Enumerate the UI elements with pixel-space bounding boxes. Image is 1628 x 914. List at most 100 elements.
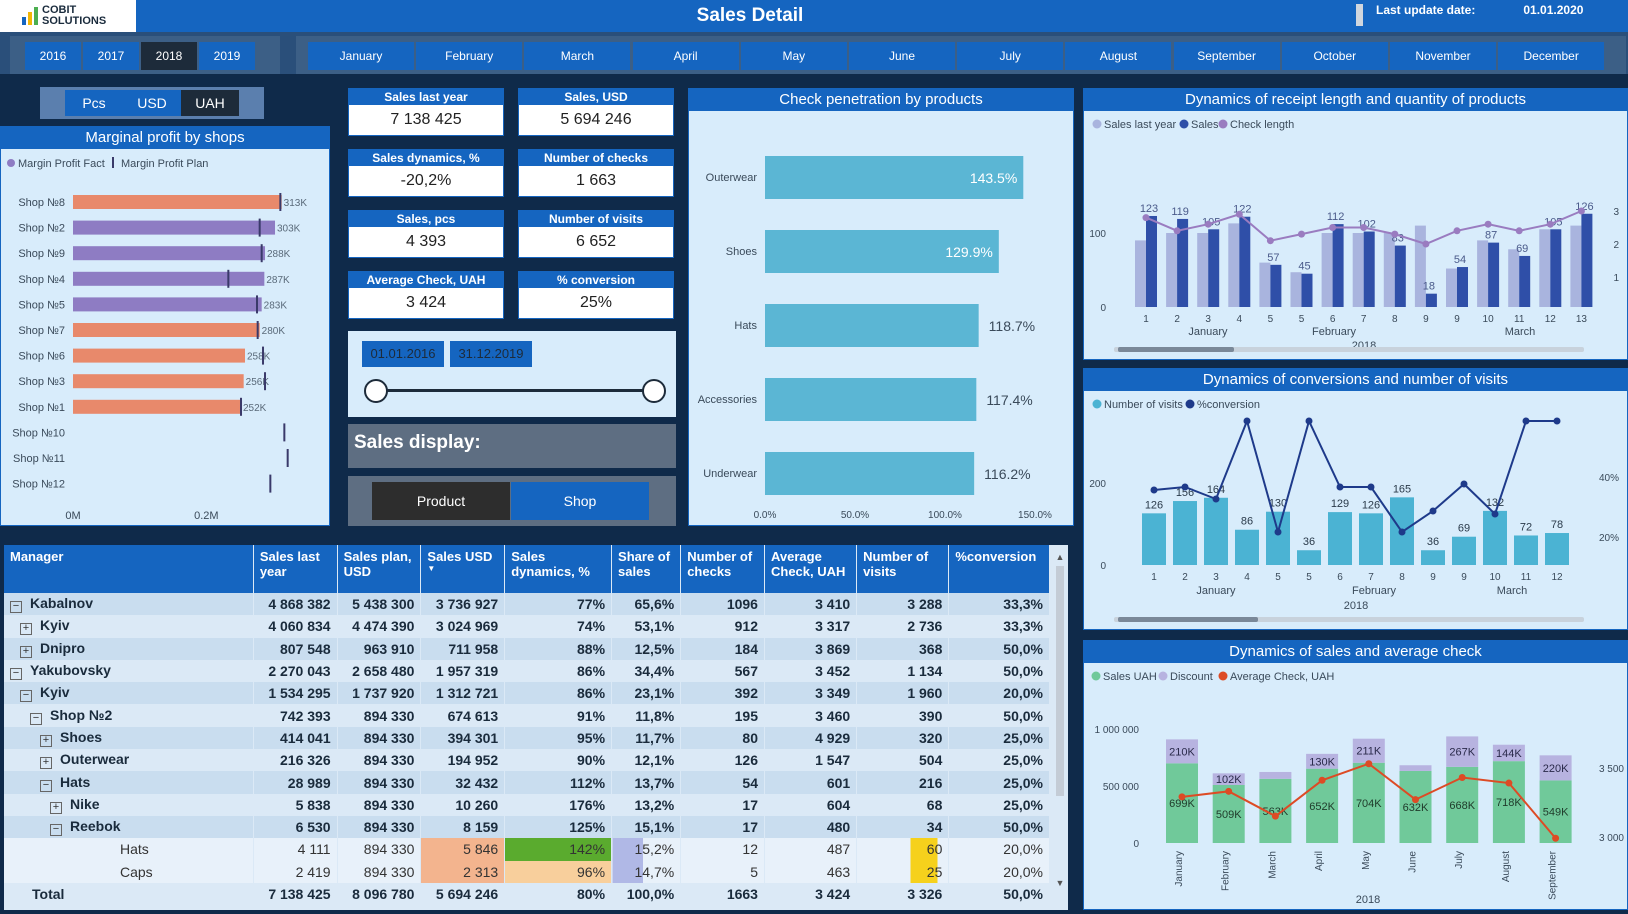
month-button-october[interactable]: October bbox=[1281, 42, 1388, 70]
expand-icon[interactable]: + bbox=[50, 801, 62, 814]
plan-marker bbox=[286, 449, 289, 467]
date-start-input[interactable]: 01.01.2016 bbox=[362, 341, 444, 367]
column-header[interactable]: Sales dynamics, % bbox=[504, 545, 613, 593]
y2-tick-label: 3 500 bbox=[1599, 764, 1624, 775]
month-button-february[interactable]: February bbox=[416, 42, 523, 70]
row-label[interactable]: − Reebok bbox=[4, 815, 254, 839]
table-row[interactable]: − Hats 28 989 894 330 32 432 112% 13,7% 54 601 21… bbox=[4, 771, 1050, 794]
table-row[interactable]: + Kyiv 4 060 834 4 474 390 3 024 969 74% 53,1%… bbox=[4, 615, 1050, 638]
scroll-thumb[interactable] bbox=[1056, 566, 1064, 796]
date-slider-end-handle[interactable] bbox=[642, 379, 666, 403]
unit-button-usd[interactable]: USD bbox=[123, 90, 181, 116]
kpi-label: Number of checks bbox=[519, 150, 673, 166]
month-button-december[interactable]: December bbox=[1498, 42, 1605, 70]
month-button-june[interactable]: June bbox=[849, 42, 955, 70]
table-row[interactable]: + Outerwear 216 326 894 330 194 952 90% 12,1% 1… bbox=[4, 749, 1050, 772]
sales-bar bbox=[1581, 213, 1593, 307]
column-header[interactable]: Number of visits bbox=[856, 545, 950, 593]
column-header[interactable]: Sales USD ▼ bbox=[420, 545, 506, 593]
column-header[interactable]: %conversion bbox=[948, 545, 1050, 593]
x-tick-label: 0M bbox=[65, 510, 80, 522]
expand-icon[interactable]: + bbox=[20, 645, 32, 658]
table-scrollbar[interactable]: ▲ ▼ bbox=[1054, 552, 1066, 892]
scroll-up-icon[interactable]: ▲ bbox=[1055, 552, 1065, 562]
date-slider-start-handle[interactable] bbox=[364, 379, 388, 403]
month-button-may[interactable]: May bbox=[740, 42, 847, 70]
sales-bar bbox=[1208, 229, 1220, 307]
row-label[interactable]: − Kabalnov bbox=[4, 593, 254, 616]
collapse-icon[interactable]: − bbox=[10, 668, 22, 681]
table-row[interactable]: − Kyiv 1 534 295 1 737 920 1 312 721 86% 23,1%… bbox=[4, 682, 1050, 705]
shop-button[interactable]: Shop bbox=[511, 482, 649, 520]
sort-desc-icon[interactable]: ▼ bbox=[427, 564, 436, 573]
collapse-icon[interactable]: − bbox=[50, 824, 62, 837]
table-cell: 674 613 bbox=[420, 704, 506, 727]
year-button-2017[interactable]: 2017 bbox=[83, 42, 139, 70]
year-button-2016[interactable]: 2016 bbox=[25, 42, 81, 70]
sales-avg-check-title: Dynamics of sales and average check bbox=[1084, 641, 1627, 663]
table-row[interactable]: − Kabalnov 4 868 382 5 438 300 3 736 927 77% 6… bbox=[4, 593, 1050, 616]
column-header[interactable]: Manager bbox=[4, 545, 254, 593]
collapse-icon[interactable]: − bbox=[40, 779, 52, 792]
scroll-down-icon[interactable]: ▼ bbox=[1055, 878, 1065, 888]
column-header[interactable]: Average Check, UAH bbox=[764, 545, 858, 593]
table-row[interactable]: − Shop №2 742 393 894 330 674 613 91% 11,8% 195… bbox=[4, 704, 1050, 727]
legend-label: Number of visits bbox=[1104, 399, 1183, 411]
row-label[interactable]: + Nike bbox=[4, 793, 254, 816]
unit-button-uah[interactable]: UAH bbox=[181, 90, 239, 116]
month-tick-label: February bbox=[1221, 851, 1232, 891]
month-button-november[interactable]: November bbox=[1390, 42, 1496, 70]
table-row[interactable]: Caps 2 419 894 330 2 313 96% 14,7% 5 463 25 20,0% bbox=[4, 860, 1050, 883]
row-label[interactable]: − Yakubovsky bbox=[4, 659, 254, 683]
sales-value-label: 718K bbox=[1496, 797, 1522, 809]
column-header[interactable]: Share of sales bbox=[611, 545, 682, 593]
table-cell: 2 736 bbox=[856, 615, 950, 638]
table-cell: 3 452 bbox=[764, 659, 858, 683]
table-row[interactable]: + Dnipro 807 548 963 910 711 958 88% 12,5% 184 3… bbox=[4, 637, 1050, 660]
row-label[interactable]: + Shoes bbox=[4, 726, 254, 750]
kpi-card: Sales last year 7 138 425 bbox=[348, 88, 504, 136]
table-row[interactable]: + Nike 5 838 894 330 10 260 176% 13,2% 17 604 68 2… bbox=[4, 793, 1050, 816]
expand-icon[interactable]: + bbox=[40, 734, 52, 747]
month-button-august[interactable]: August bbox=[1065, 42, 1172, 70]
month-button-march[interactable]: March bbox=[524, 42, 631, 70]
discount-bar bbox=[1212, 773, 1245, 785]
row-label[interactable]: Caps bbox=[4, 860, 254, 883]
row-label[interactable]: − Shop №2 bbox=[4, 704, 254, 727]
legend-marker bbox=[1218, 119, 1228, 129]
column-header[interactable]: Number of checks bbox=[680, 545, 765, 593]
x-tick-label: 150.0% bbox=[1018, 510, 1052, 521]
date-end-input[interactable]: 31.12.2019 bbox=[450, 341, 532, 367]
x-tick-label: 9 bbox=[1430, 572, 1436, 583]
month-tick-label: August bbox=[1501, 851, 1512, 882]
month-button-july[interactable]: July bbox=[957, 42, 1064, 70]
row-label[interactable]: − Hats bbox=[4, 771, 254, 794]
row-label[interactable]: + Dnipro bbox=[4, 637, 254, 660]
unit-button-pcs[interactable]: Pcs bbox=[65, 90, 123, 116]
column-header[interactable]: Sales plan, USD bbox=[337, 545, 422, 593]
table-cell: 1 957 319 bbox=[420, 659, 506, 683]
year-button-2018[interactable]: 2018 bbox=[141, 42, 197, 70]
table-row[interactable]: + Shoes 414 041 894 330 394 301 95% 11,7% 80 4 9… bbox=[4, 726, 1050, 750]
year-button-2019[interactable]: 2019 bbox=[199, 42, 255, 70]
table-row[interactable]: Hats 4 111 894 330 5 846 142% 15,2% 12 487 60 20,… bbox=[4, 838, 1050, 861]
table-row[interactable]: − Yakubovsky 2 270 043 2 658 480 1 957 319 86… bbox=[4, 659, 1050, 683]
row-label[interactable]: + Kyiv bbox=[4, 615, 254, 638]
sales-display-switch: Product Shop bbox=[348, 476, 676, 526]
month-button-january[interactable]: January bbox=[308, 42, 414, 70]
year-axis-label: 2018 bbox=[1356, 894, 1380, 906]
expand-icon[interactable]: + bbox=[20, 623, 32, 636]
expand-icon[interactable]: + bbox=[40, 757, 52, 770]
row-label[interactable]: + Outerwear bbox=[4, 749, 254, 772]
row-label[interactable]: − Kyiv bbox=[4, 682, 254, 705]
product-button[interactable]: Product bbox=[372, 482, 510, 520]
collapse-icon[interactable]: − bbox=[20, 690, 32, 703]
table-row[interactable]: − Reebok 6 530 894 330 8 159 125% 15,1% 17 480 34… bbox=[4, 815, 1050, 839]
month-button-april[interactable]: April bbox=[632, 42, 739, 70]
row-label[interactable]: Hats bbox=[4, 838, 254, 861]
collapse-icon[interactable]: − bbox=[30, 712, 42, 725]
month-button-september[interactable]: September bbox=[1173, 42, 1280, 70]
collapse-icon[interactable]: − bbox=[10, 601, 22, 614]
y2-tick-label: 3 000 bbox=[1599, 833, 1624, 844]
column-header[interactable]: Sales last year bbox=[253, 545, 338, 593]
